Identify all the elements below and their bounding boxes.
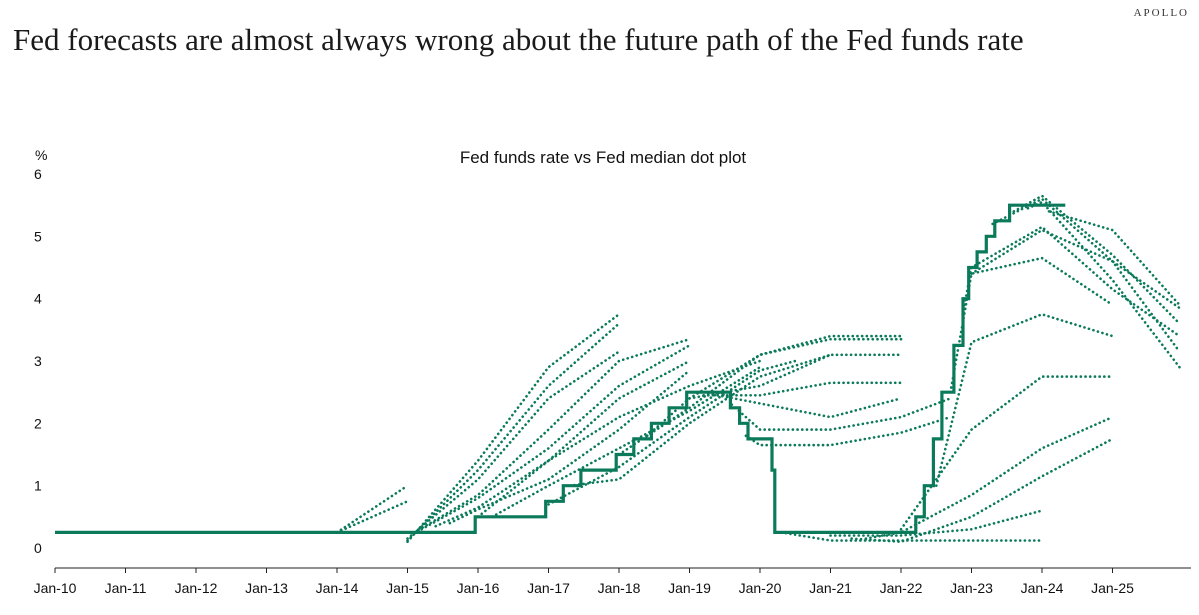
dot-plot-median-line-25 xyxy=(899,375,1114,531)
x-tick-label: Jan-23 xyxy=(950,580,993,596)
dot-plot-median-line-3 xyxy=(406,313,621,544)
y-tick-label: 2 xyxy=(34,415,42,431)
x-tick-label: Jan-16 xyxy=(457,580,500,596)
headline: Fed forecasts are almost always wrong ab… xyxy=(13,22,1024,57)
x-tick-label: Jan-12 xyxy=(175,580,218,596)
y-axis-unit-label: % xyxy=(35,147,47,163)
dot-plot-median-line-23 xyxy=(850,437,1114,544)
dot-plot-median-line-5 xyxy=(406,350,621,540)
brand-logo: APOLLO xyxy=(1133,7,1189,19)
dot-plot-median-line-6 xyxy=(413,337,691,534)
x-tick-label: Jan-24 xyxy=(1021,580,1064,596)
x-tick-label: Jan-19 xyxy=(668,580,711,596)
x-tick-label: Jan-20 xyxy=(739,580,782,596)
dot-plot-median-line-7 xyxy=(420,344,691,531)
x-tick-label: Jan-17 xyxy=(527,580,570,596)
dot-plot-median-line-4 xyxy=(406,322,621,542)
dot-plot-median-line-15 xyxy=(645,337,903,438)
dot-plot-median-line-13 xyxy=(568,353,832,487)
x-tick-label: Jan-15 xyxy=(386,580,429,596)
dot-plot-median-line-28 xyxy=(963,225,1181,338)
x-tick-label: Jan-25 xyxy=(1091,580,1134,596)
dot-plot-median-line-16 xyxy=(688,353,903,400)
dot-plot-median-line-24 xyxy=(864,415,1114,540)
dot-plot-median-line-20 xyxy=(744,415,952,447)
y-tick-label: 5 xyxy=(34,228,42,244)
y-tick-label: 1 xyxy=(34,478,42,494)
dot-plot-median-line-1 xyxy=(335,484,409,534)
y-tick-label: 0 xyxy=(34,540,42,556)
dot-plot-median-line-21 xyxy=(779,531,1044,542)
fed-funds-rate-series-group xyxy=(55,203,1066,534)
x-tick-label: Jan-14 xyxy=(316,580,359,596)
x-tick-label: Jan-22 xyxy=(880,580,923,596)
dot-plot-median-line-18 xyxy=(716,394,903,419)
dot-plot-median-line-9 xyxy=(448,369,691,525)
dot-plot-median-line-12 xyxy=(547,359,797,506)
dot-plot-median-line-10 xyxy=(476,359,762,519)
dot-plot-median-line-22 xyxy=(829,509,1044,537)
y-tick-label: 4 xyxy=(34,291,42,307)
x-tick-label: Jan-18 xyxy=(598,580,641,596)
axes: Jan-10 Jan-11 Jan-12 Jan-13 Jan-14 Jan-15 Jan-… xyxy=(34,166,1191,596)
dot-plot-median-line-33 xyxy=(1047,210,1181,307)
dot-plot-median-line-11 xyxy=(490,365,762,519)
dot-plot-median-line-2 xyxy=(335,500,409,534)
x-tick-label: Jan-10 xyxy=(34,580,77,596)
x-tick-label: Jan-13 xyxy=(245,580,288,596)
chart-title: Fed funds rate vs Fed median dot plot xyxy=(460,148,747,167)
dot-plot-median-line-30 xyxy=(991,197,1181,310)
x-tick-label: Jan-21 xyxy=(809,580,852,596)
dot-plot-series-group xyxy=(335,194,1181,544)
dot-plot-median-line-27 xyxy=(949,256,1114,394)
dot-plot-median-line-19 xyxy=(730,397,952,431)
fed-funds-rate-line xyxy=(55,203,1066,534)
y-tick-label: 3 xyxy=(34,353,42,369)
y-tick-label: 6 xyxy=(34,166,42,182)
x-tick-label: Jan-11 xyxy=(105,580,147,596)
dot-plot-median-line-29 xyxy=(970,228,1181,353)
